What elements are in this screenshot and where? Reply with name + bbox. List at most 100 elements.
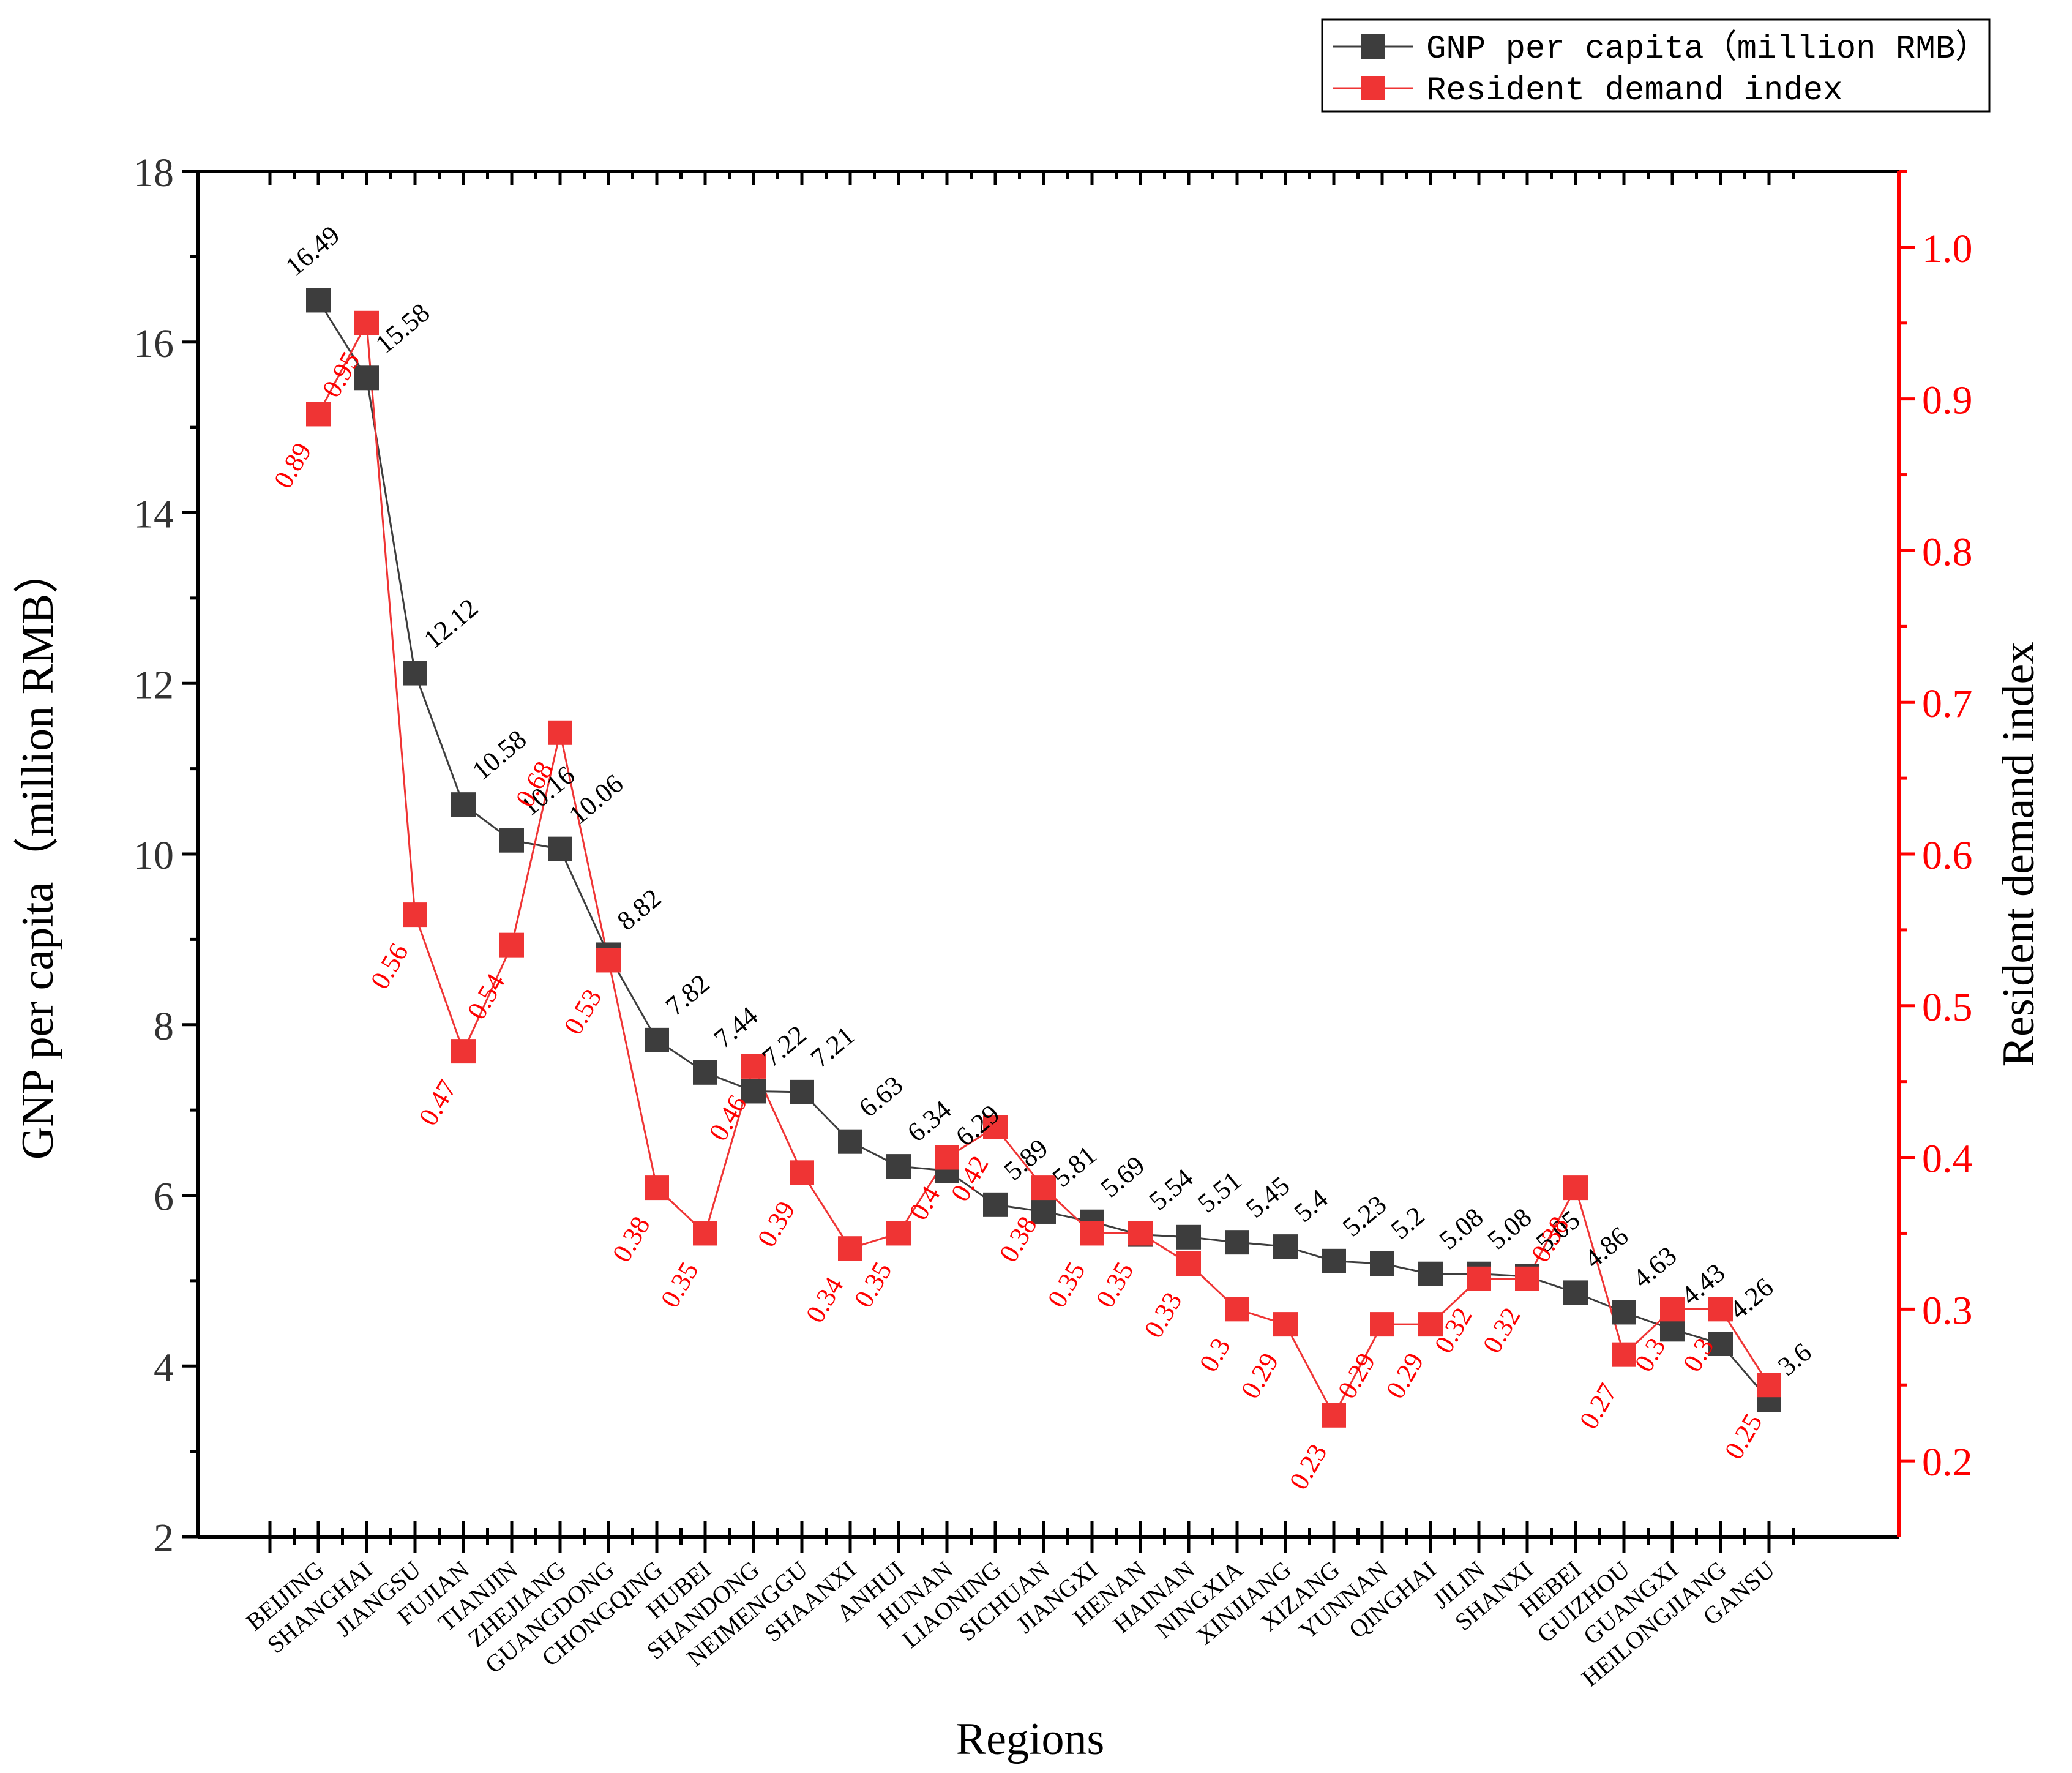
rdi-data-label: 0.35 [1042, 1257, 1091, 1313]
gnp-marker [1563, 1280, 1588, 1305]
y-right-tick-label: 0.7 [1922, 681, 1973, 726]
gnp-marker [886, 1154, 911, 1179]
rdi-data-label: 0.53 [558, 984, 608, 1040]
rdi-marker [548, 720, 572, 745]
gnp-data-label: 15.58 [370, 298, 435, 359]
rdi-marker [1708, 1297, 1733, 1322]
gnp-data-label: 5.54 [1143, 1163, 1199, 1216]
rdi-data-label: 0.3 [1194, 1333, 1236, 1377]
rdi-data-label: 0.35 [848, 1257, 898, 1313]
gnp-data-label: 6.63 [853, 1070, 908, 1123]
y-right-axis-title: Resident demand index [1994, 642, 2044, 1067]
y-left-tick-label: 10 [133, 833, 174, 878]
gnp-data-label: 5.51 [1192, 1165, 1247, 1218]
rdi-data-label: 0.29 [1235, 1348, 1285, 1404]
rdi-marker [1563, 1175, 1588, 1201]
rdi-data-label: 0.32 [1477, 1302, 1527, 1358]
y-right-tick-label: 0.5 [1922, 985, 1973, 1030]
rdi-data-label: 0.34 [800, 1272, 850, 1328]
gnp-data-label: 8.82 [612, 883, 667, 936]
gnp-marker [403, 661, 427, 686]
rdi-marker [693, 1221, 717, 1246]
rdi-marker [354, 310, 379, 335]
rdi-data-label: 0.29 [1332, 1348, 1382, 1404]
rdi-marker [1176, 1251, 1201, 1276]
y-right-tick-label: 0.2 [1922, 1440, 1973, 1485]
y-left-tick-label: 18 [133, 151, 174, 195]
gnp-marker [1370, 1251, 1394, 1276]
rdi-marker [1757, 1373, 1781, 1398]
rdi-data-label: 0.25 [1719, 1409, 1768, 1464]
y-left-tick-label: 12 [133, 662, 174, 707]
rdi-data-label: 0.54 [462, 969, 511, 1024]
rdi-data-label: 0.35 [1090, 1257, 1140, 1313]
x-axis-title: Regions [956, 1714, 1105, 1764]
legend-gnp-label: GNP per capita（million RMB） [1426, 29, 1988, 68]
gnp-marker [1176, 1224, 1201, 1250]
legend-box [1321, 18, 1991, 113]
rdi-marker [1273, 1312, 1298, 1337]
legend-rdi-label: Resident demand index [1426, 72, 1843, 110]
gnp-marker [1708, 1332, 1733, 1357]
rdi-data-label: 0.4 [903, 1181, 946, 1225]
y-right-tick-label: 0.4 [1922, 1137, 1973, 1182]
rdi-data-label: 0.39 [752, 1196, 801, 1252]
rdi-marker [983, 1115, 1008, 1139]
gnp-data-label: 16.49 [280, 220, 345, 282]
rdi-marker [403, 902, 427, 928]
rdi-marker [741, 1054, 766, 1079]
rdi-marker [1128, 1221, 1153, 1246]
rdi-data-label: 0.29 [1380, 1348, 1430, 1404]
gnp-marker [1322, 1248, 1346, 1273]
rdi-marker [645, 1175, 669, 1201]
rdi-marker [838, 1236, 862, 1261]
rdi-marker [1660, 1297, 1685, 1322]
y-left-tick-label: 16 [133, 321, 174, 366]
gnp-data-label: 5.45 [1240, 1171, 1295, 1224]
gnp-data-label: 7.82 [660, 968, 715, 1021]
rdi-data-label: 0.33 [1139, 1288, 1188, 1343]
gnp-marker [451, 792, 476, 817]
y-right-tick-label: 0.9 [1922, 378, 1973, 423]
gnp-marker [741, 1079, 766, 1104]
gnp-data-label: 5.23 [1337, 1189, 1392, 1242]
y-right-tick-label: 0.3 [1922, 1288, 1973, 1333]
rdi-marker [790, 1160, 814, 1185]
rdi-marker [1612, 1342, 1636, 1367]
rdi-marker [1080, 1221, 1104, 1246]
rdi-marker [886, 1221, 911, 1246]
y-left-tick-label: 14 [133, 492, 174, 537]
rdi-data-label: 0.38 [607, 1212, 656, 1267]
gnp-data-label: 7.44 [708, 1000, 763, 1054]
gnp-data-label: 5.2 [1385, 1201, 1431, 1245]
gnp-data-label: 7.21 [805, 1020, 860, 1073]
gnp-data-label: 5.69 [1095, 1150, 1150, 1203]
legend-rdi-marker [1361, 76, 1385, 100]
gnp-data-label: 12.12 [418, 593, 484, 654]
gnp-data-label: 4.63 [1627, 1240, 1682, 1294]
gnp-marker [354, 365, 379, 391]
rdi-marker [935, 1145, 959, 1170]
y-right-tick-label: 1.0 [1922, 227, 1973, 271]
gnp-marker [1031, 1199, 1056, 1224]
gnp-marker [1612, 1300, 1636, 1325]
gnp-marker [306, 288, 331, 313]
gnp-marker [693, 1060, 717, 1085]
gnp-data-label: 6.34 [902, 1095, 957, 1148]
rdi-data-label: 0.27 [1574, 1378, 1623, 1434]
rdi-marker [1467, 1266, 1491, 1291]
gnp-marker [499, 828, 524, 853]
y-left-axis-title: GNP per capita（million RMB） [13, 549, 63, 1160]
gnp-data-label: 6.29 [950, 1099, 1005, 1152]
rdi-data-label: 0.35 [655, 1257, 705, 1313]
gnp-data-label: 5.4 [1288, 1183, 1334, 1228]
gnp-marker [838, 1129, 862, 1154]
y-left-tick-label: 4 [154, 1345, 174, 1390]
legend-gnp-marker [1361, 34, 1385, 59]
gnp-marker [790, 1079, 814, 1104]
rdi-marker [1370, 1312, 1394, 1337]
rdi-marker [451, 1039, 476, 1064]
rdi-marker [596, 948, 621, 973]
